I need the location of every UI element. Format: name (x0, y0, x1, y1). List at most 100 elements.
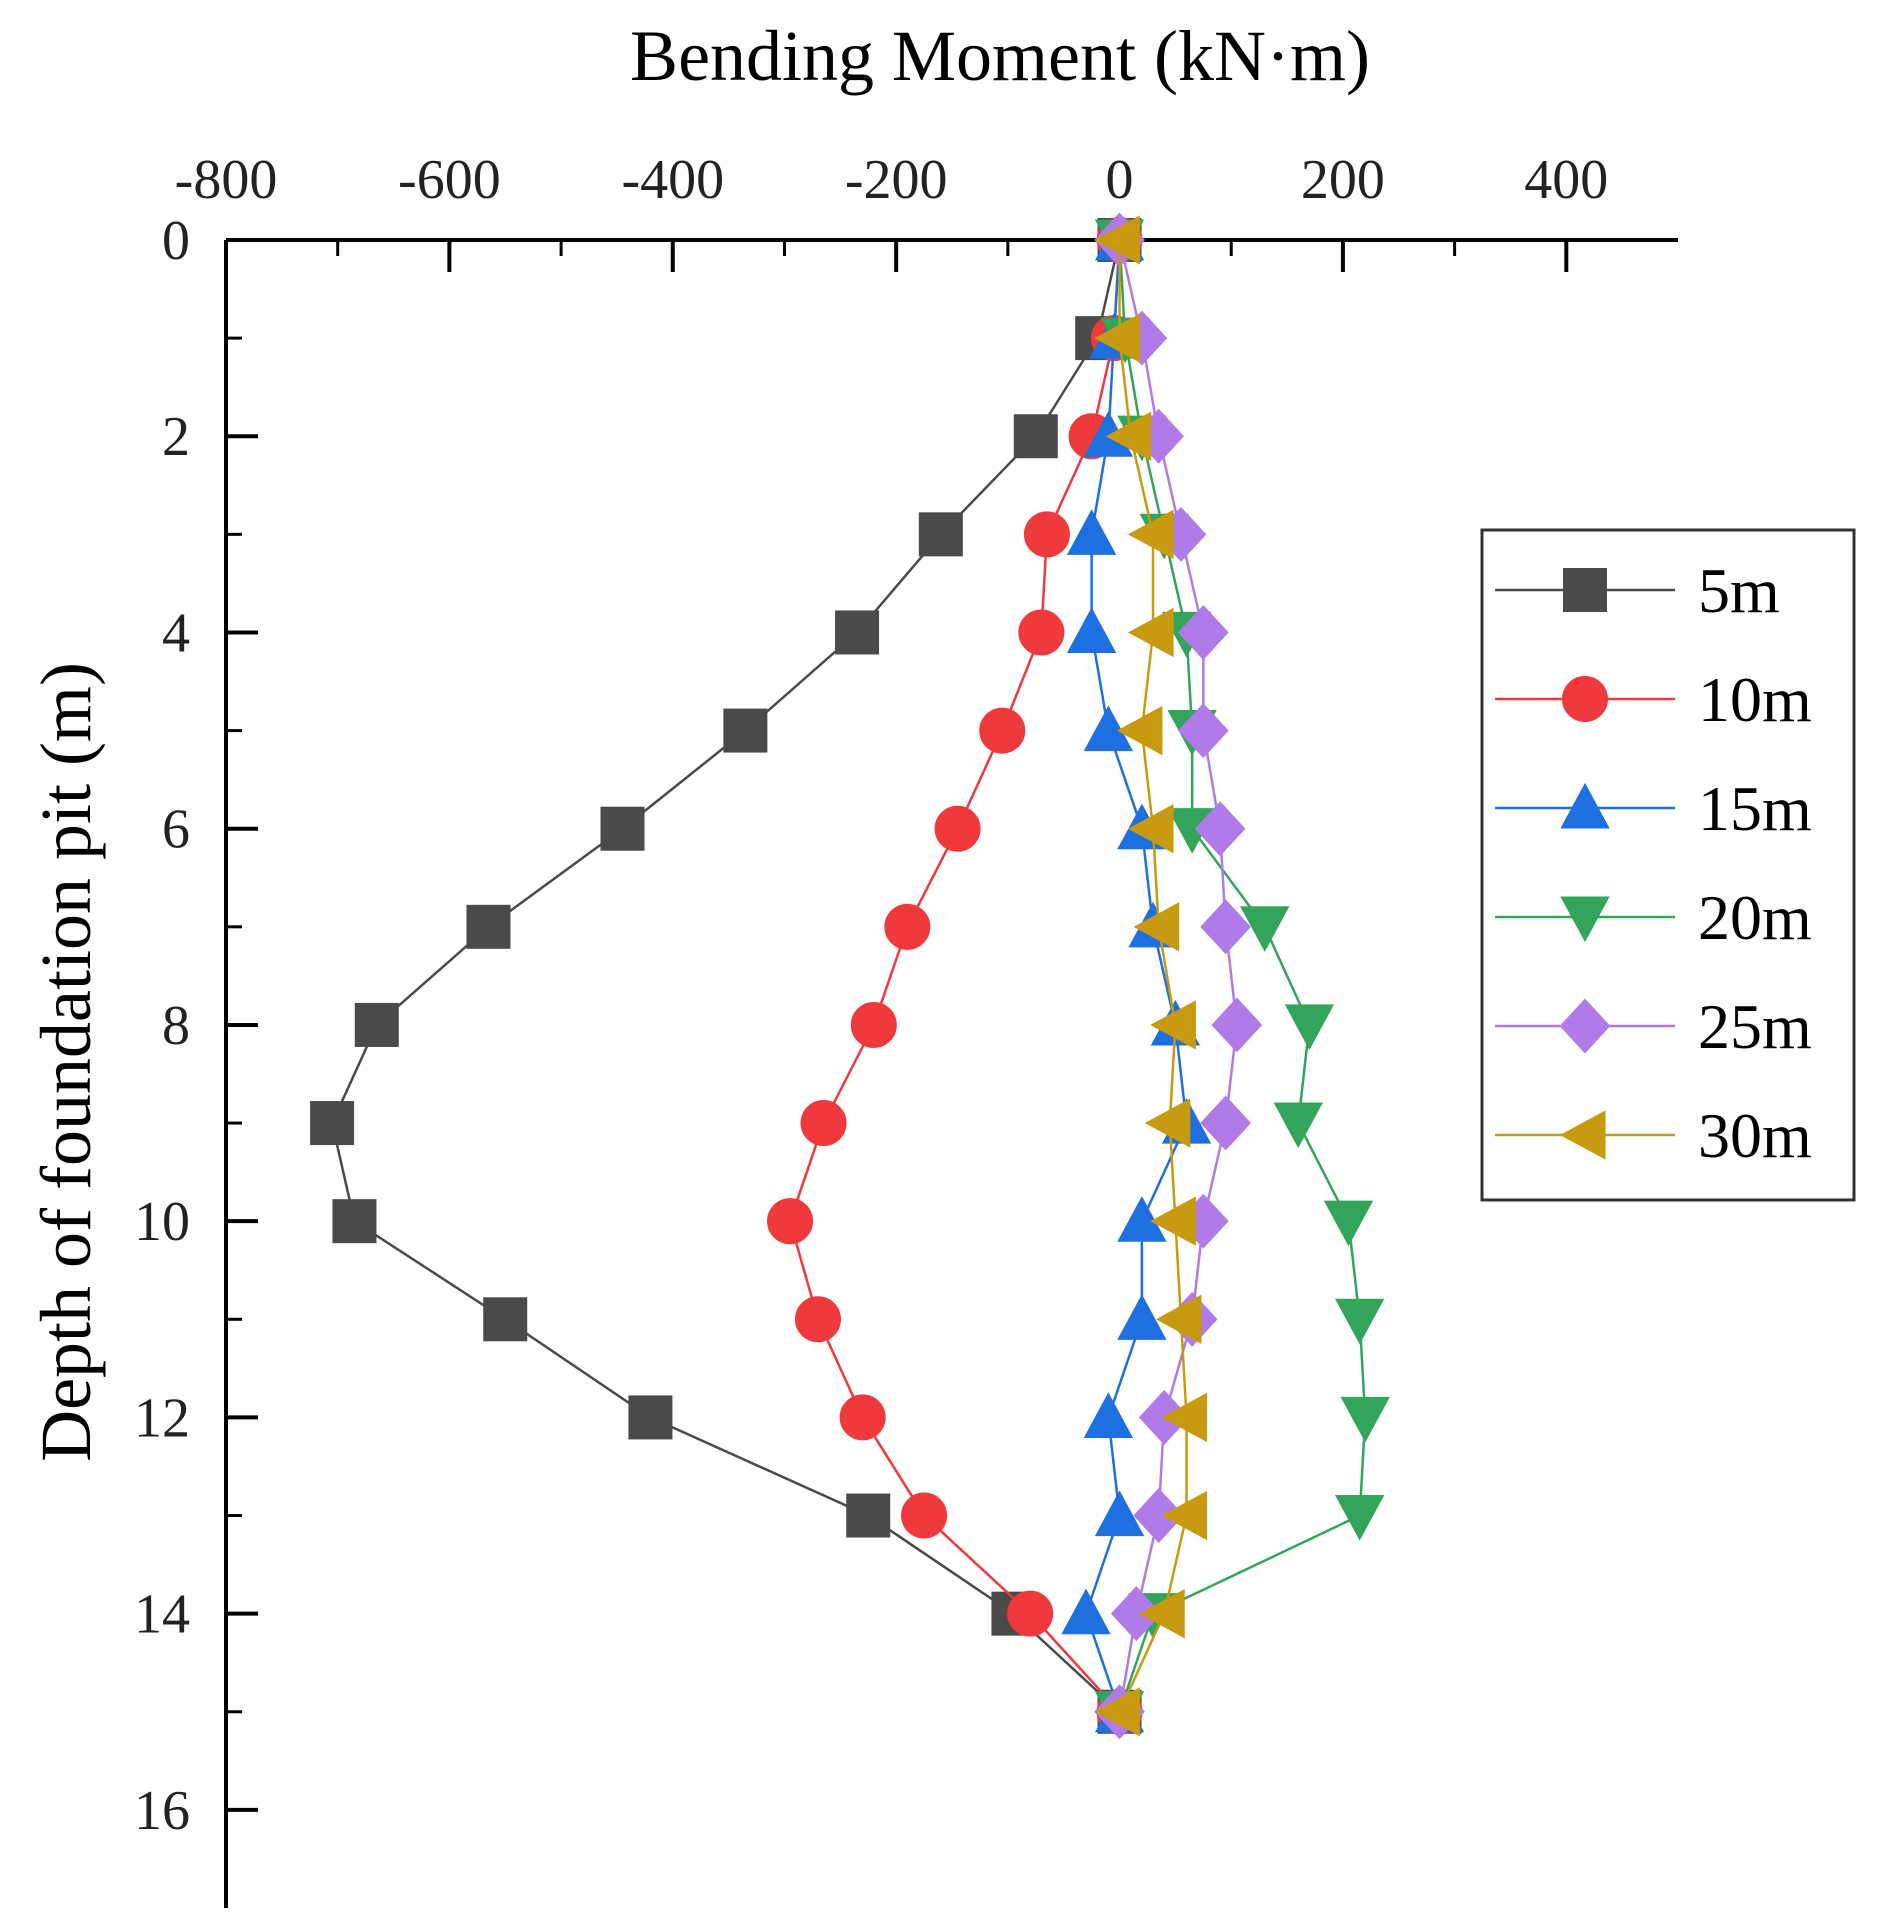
data-point (1144, 1098, 1191, 1148)
legend-label: 20m (1698, 882, 1812, 953)
data-point (354, 1002, 399, 1047)
data-point (934, 805, 981, 852)
data-point (1133, 902, 1180, 952)
legend-label: 5m (1698, 555, 1780, 626)
data-point (310, 1101, 355, 1146)
data-point (628, 1395, 673, 1440)
data-point (332, 1199, 377, 1244)
series-30m (1094, 215, 1208, 1737)
data-point (1177, 703, 1229, 759)
legend-marker (1562, 676, 1608, 722)
legend-box (1480, 528, 1856, 1202)
data-point (918, 512, 963, 557)
legend-marker (1559, 1110, 1606, 1160)
data-point (1334, 1494, 1385, 1541)
x-tick-label: -600 (398, 149, 501, 211)
data-point (1083, 705, 1134, 752)
data-point (1110, 1586, 1162, 1642)
data-point (1161, 1392, 1208, 1443)
legend-label: 25m (1698, 991, 1812, 1062)
data-point (1240, 906, 1290, 952)
data-point (1061, 1588, 1111, 1635)
data-point (1117, 1196, 1167, 1242)
series-line (1118, 239, 1367, 1713)
data-point (1161, 1490, 1208, 1541)
data-point (1094, 1687, 1141, 1737)
data-point (800, 1100, 847, 1147)
legend-marker (1560, 782, 1610, 829)
y-tick-label: 12 (134, 1387, 190, 1449)
y-tick-label: 16 (134, 1780, 190, 1842)
x-tick-label: -200 (845, 149, 948, 211)
data-point (1200, 1095, 1252, 1151)
x-tick-label: -800 (175, 149, 278, 211)
data-point (1066, 607, 1117, 654)
data-point (1340, 1396, 1390, 1443)
legend-item-20m: 20m (1495, 882, 1812, 953)
x-tick-label: 0 (1106, 149, 1134, 211)
data-point (884, 903, 931, 950)
data-point (1066, 509, 1117, 555)
data-point (1133, 1488, 1184, 1544)
series-line (330, 239, 1121, 1713)
y-tick-label: 14 (134, 1584, 190, 1646)
chart-title: Bending Moment (kN·m) (630, 16, 1370, 96)
data-point (1150, 1196, 1196, 1246)
data-point (1105, 411, 1152, 461)
legend-item-15m: 15m (1495, 773, 1812, 844)
data-point (1094, 313, 1141, 363)
data-point (846, 1493, 891, 1538)
y-tick-label: 8 (162, 995, 190, 1057)
data-point (794, 1296, 841, 1343)
data-point (600, 806, 645, 851)
x-tick-label: 400 (1524, 149, 1608, 211)
data-point (466, 904, 511, 949)
data-point (1273, 1102, 1323, 1149)
data-point (1127, 509, 1174, 560)
series-line (788, 239, 1121, 1713)
legend-item-5m: 5m (1495, 555, 1780, 626)
data-point (901, 1492, 948, 1539)
y-tick-label: 4 (162, 602, 190, 664)
series-line (1084, 239, 1188, 1713)
series-10m (767, 217, 1143, 1735)
legend-item-25m: 25m (1495, 991, 1812, 1062)
legend-marker (1559, 998, 1611, 1054)
x-tick-label: -400 (621, 149, 724, 211)
data-point (767, 1198, 814, 1245)
data-point (1200, 899, 1252, 955)
data-point (1018, 609, 1065, 656)
legend-label: 10m (1698, 664, 1812, 735)
legend-marker (1563, 568, 1607, 612)
data-point (1194, 801, 1246, 857)
data-point (1083, 1392, 1134, 1438)
data-point (835, 610, 880, 655)
legend-item-10m: 10m (1495, 664, 1812, 735)
data-point (1211, 997, 1263, 1053)
y-tick-label: 6 (162, 799, 190, 861)
data-point (979, 707, 1026, 754)
data-point (1334, 1298, 1385, 1345)
data-point (1127, 804, 1174, 854)
data-point (1323, 1200, 1374, 1247)
series-line (1118, 240, 1188, 1713)
series-5m (310, 218, 1142, 1734)
y-tick-label: 10 (134, 1191, 190, 1253)
data-point (839, 1394, 886, 1441)
y-axis: 0 2 4 6 8 10 12 14 16 (134, 210, 258, 1908)
legend-label: 15m (1698, 773, 1812, 844)
y-tick-label: 0 (162, 210, 190, 272)
data-point (1094, 215, 1141, 265)
series-layer (310, 212, 1390, 1740)
y-axis-label: Depth of foundation pit (m) (26, 662, 106, 1462)
legend-marker (1560, 896, 1610, 943)
x-axis: -800 -600 -400 -200 0 200 400 (175, 149, 1678, 272)
data-point (723, 708, 768, 753)
data-point (483, 1297, 528, 1342)
data-point (1013, 414, 1058, 459)
data-point (1094, 1490, 1145, 1537)
data-point (850, 1001, 897, 1048)
data-point (1177, 604, 1229, 660)
data-point (1127, 607, 1174, 658)
